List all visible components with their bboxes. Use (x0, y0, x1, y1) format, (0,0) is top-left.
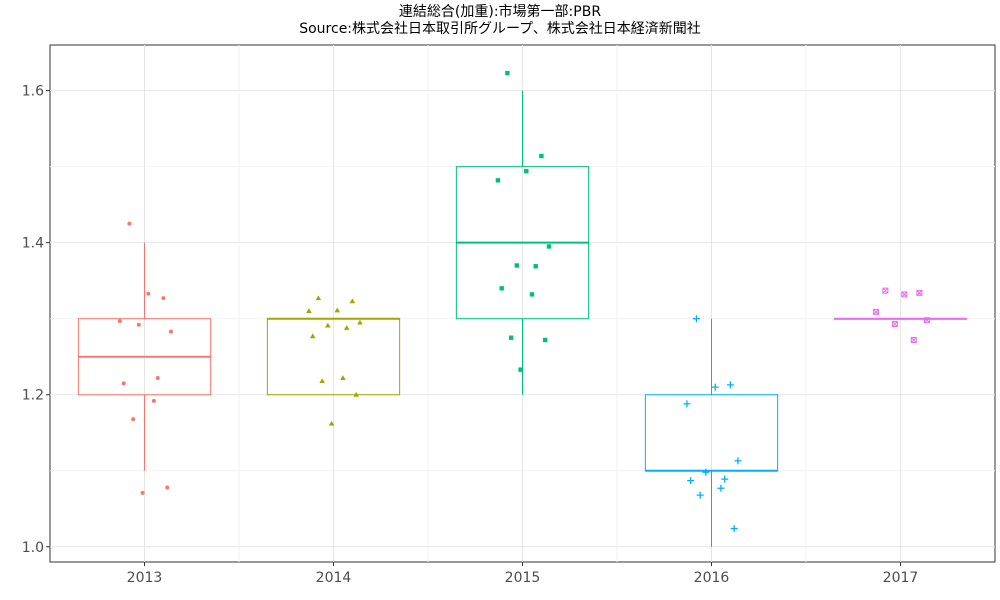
data-point (891, 321, 898, 328)
data-point (357, 319, 363, 325)
data-point (151, 398, 156, 403)
data-point (726, 381, 734, 389)
x-tick-label: 2013 (127, 570, 163, 586)
data-point (319, 378, 325, 384)
data-point (702, 468, 710, 476)
axis-labels: 1.0 1.2 1.4 1.6 2013 2014 2015 2016 2017 (22, 84, 919, 586)
data-point (717, 484, 725, 492)
data-point (687, 477, 695, 485)
data-point (683, 400, 691, 408)
y-tick-label: 1.0 (22, 540, 44, 556)
data-point (146, 291, 151, 296)
data-point (524, 169, 529, 174)
data-point (923, 317, 930, 324)
chart-subtitle: Source:株式会社日本取引所グループ、株式会社日本経済新聞社 (299, 21, 701, 37)
data-point (315, 295, 322, 301)
data-point (325, 322, 331, 328)
data-point (529, 292, 535, 297)
data-point (910, 336, 917, 343)
data-point (127, 221, 132, 226)
data-point (306, 308, 312, 314)
x-tick-label: 2016 (694, 570, 730, 586)
data-point (117, 318, 122, 323)
y-tick-label: 1.2 (22, 388, 44, 404)
x-tick-label: 2015 (505, 570, 541, 586)
data-point (349, 298, 356, 304)
y-tick-label: 1.6 (22, 84, 44, 100)
data-point (514, 263, 520, 268)
data-point (353, 391, 359, 397)
data-point (542, 337, 548, 343)
data-point (168, 329, 173, 334)
x-tick-label: 2014 (316, 570, 352, 586)
data-point (343, 325, 350, 330)
data-point (730, 525, 738, 533)
data-point (121, 381, 126, 386)
data-point (140, 490, 145, 495)
data-point (518, 367, 523, 372)
data-point (334, 307, 341, 313)
data-point (546, 244, 552, 249)
point-layer (117, 70, 930, 533)
box-iqr (266, 318, 401, 396)
data-point (533, 264, 538, 269)
data-point (495, 178, 501, 183)
data-point (539, 153, 544, 159)
data-point (882, 287, 889, 294)
data-point (692, 315, 700, 323)
data-point (340, 375, 346, 381)
data-point (696, 491, 704, 499)
data-point (328, 420, 335, 426)
data-point (901, 291, 908, 298)
data-point (155, 376, 160, 381)
data-point (916, 289, 923, 296)
data-point (872, 308, 879, 315)
data-point (499, 286, 504, 291)
y-tick-label: 1.4 (22, 236, 44, 252)
data-point (711, 383, 719, 391)
data-point (131, 417, 136, 422)
data-point (734, 457, 742, 465)
box-iqr (644, 394, 779, 472)
chart-title-block: 連結総合(加重):市場第一部:PBR Source:株式会社日本取引所グループ、… (0, 4, 1000, 38)
data-point (309, 333, 316, 339)
data-point (161, 296, 166, 301)
x-tick-label: 2017 (883, 570, 919, 586)
chart-title: 連結総合(加重):市場第一部:PBR (398, 4, 602, 20)
data-point (505, 70, 510, 76)
data-point (508, 335, 514, 340)
box-layer (77, 90, 968, 547)
data-point (136, 322, 141, 327)
data-point (165, 485, 170, 490)
data-point (721, 475, 729, 483)
